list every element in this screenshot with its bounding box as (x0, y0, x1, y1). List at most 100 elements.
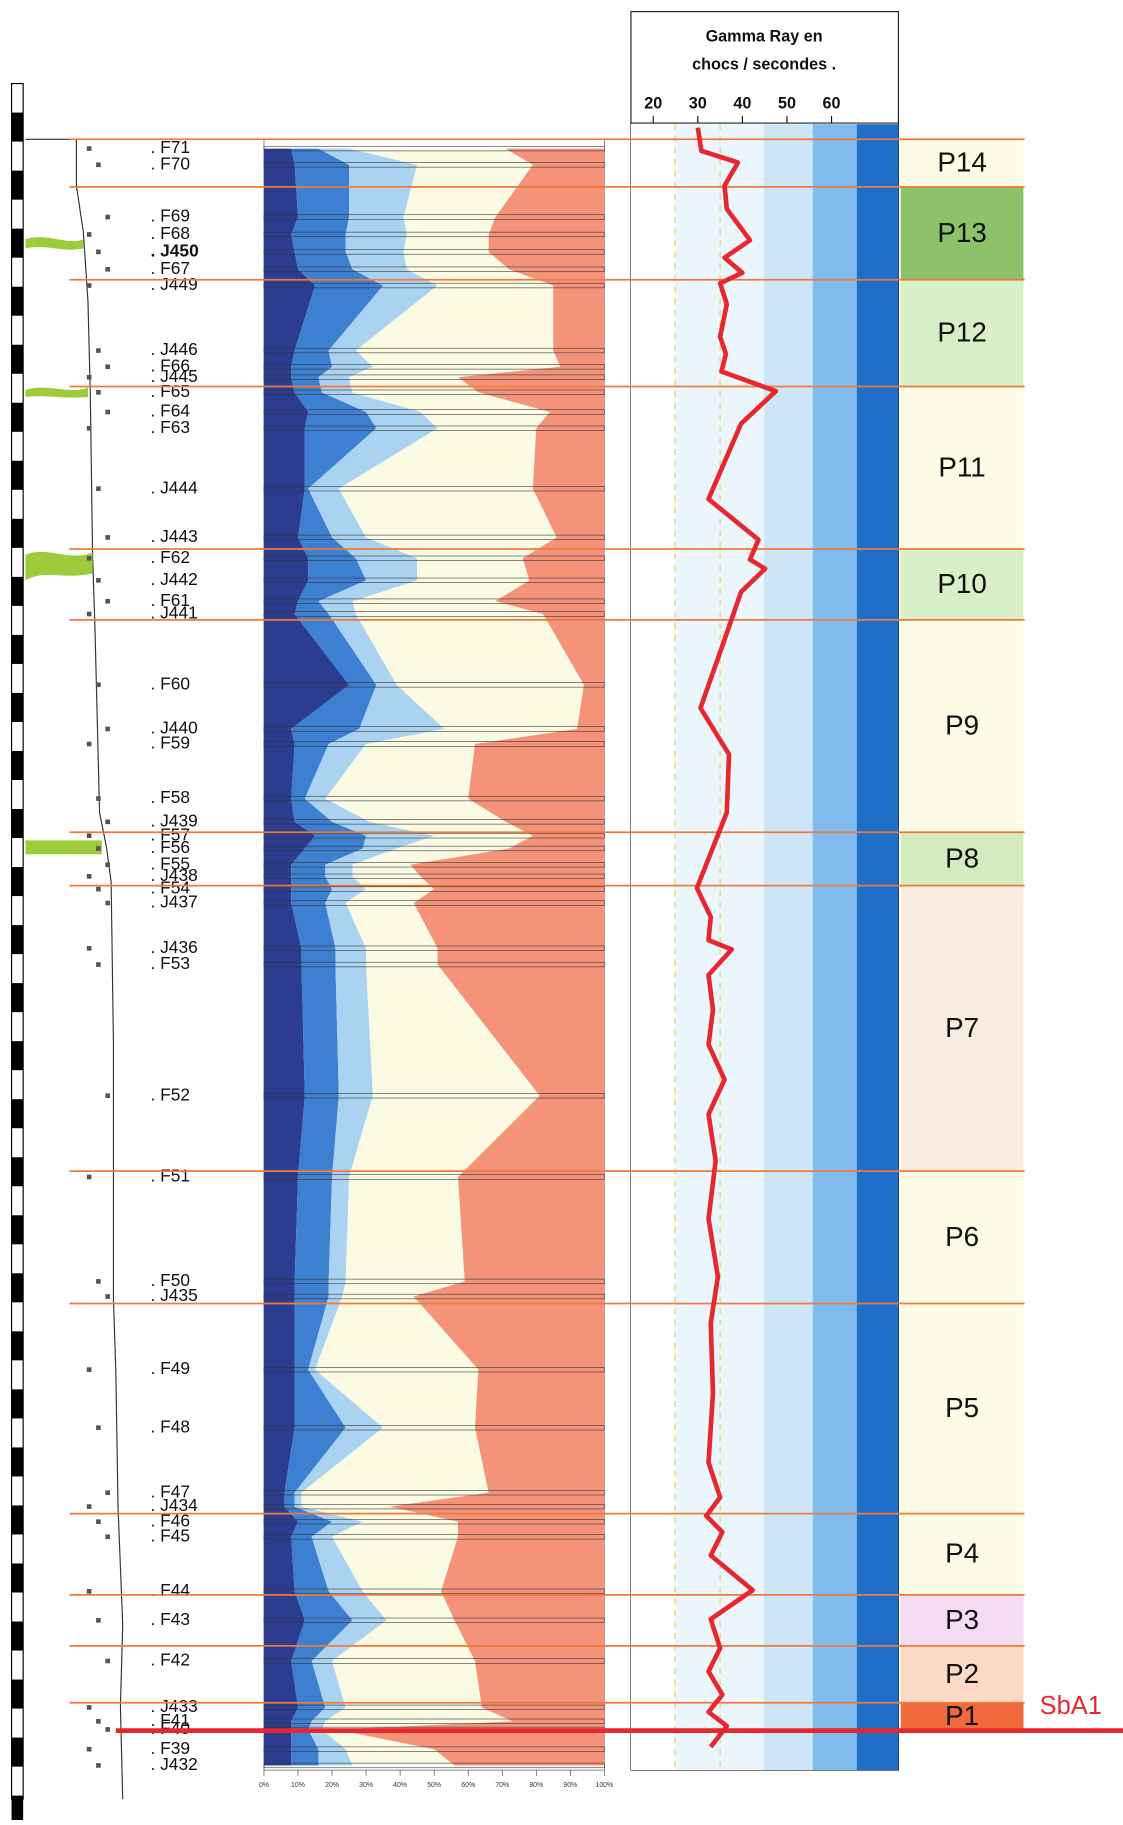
scale-segment (11, 344, 24, 374)
sample-label: . J442 (151, 569, 198, 589)
sample-label: . F59 (151, 733, 191, 753)
parasequence (900, 1303, 1024, 1514)
sample-bar (263, 819, 605, 825)
sample-label: . F67 (151, 258, 191, 278)
x-tick-label: 60% (461, 1782, 475, 1789)
composition-area (263, 148, 350, 1766)
sample-bar (263, 682, 605, 688)
sample-label: . F51 (151, 1166, 191, 1186)
lithology-profile (25, 138, 124, 1800)
sample-marker (86, 741, 92, 747)
sample-label: . F68 (151, 223, 191, 243)
sample-bar (263, 1519, 605, 1525)
sample-label: . F40 (151, 1718, 191, 1738)
x-tick-label: 10% (291, 1782, 305, 1789)
sample-marker (86, 283, 92, 288)
sample-marker (86, 1746, 92, 1752)
sample-bar (263, 425, 605, 431)
composition-area (335, 148, 605, 1766)
sample-label: . J439 (151, 810, 198, 830)
scale-segment (11, 1331, 24, 1361)
sample-marker (105, 900, 110, 906)
sample-marker (86, 1705, 92, 1710)
sample-label: . F43 (151, 1609, 191, 1629)
sample-marker (96, 962, 101, 967)
sample-marker (86, 1589, 92, 1594)
sample-bar (263, 900, 605, 906)
sample-label: . F65 (151, 381, 191, 401)
sample-marker (86, 833, 92, 839)
sample-bar (263, 833, 605, 839)
scale-segment (11, 1679, 24, 1709)
sample-label: . F70 (151, 153, 191, 173)
sample-bar (263, 862, 605, 868)
scale-segment (11, 867, 24, 897)
sample-bar (263, 347, 605, 354)
sample-marker (86, 1504, 92, 1509)
sample-label: . F62 (151, 547, 191, 567)
sample-marker (105, 1093, 110, 1099)
sample-bar (263, 1278, 605, 1285)
x-tick-label: 0% (259, 1782, 269, 1789)
sample-label: . F55 (151, 853, 191, 873)
sample-marker (96, 1425, 101, 1430)
sample-bar (263, 1718, 605, 1724)
sample-label: . F39 (151, 1738, 191, 1758)
sample-marker (105, 1490, 110, 1495)
parasequence-label: P8 (945, 842, 979, 873)
gamma-band (764, 124, 813, 1771)
sample-label: . F50 (151, 1270, 191, 1290)
lithology-bed (25, 551, 93, 581)
sample-label: . F57 (151, 824, 191, 844)
lithology-bed (25, 840, 102, 855)
sample-bar (263, 145, 605, 152)
parasequence-label: P5 (945, 1392, 979, 1423)
parasequence-label: P2 (945, 1658, 979, 1689)
sample-marker (96, 1618, 101, 1623)
sample-label: . F58 (151, 787, 191, 807)
sample-bar (263, 249, 605, 255)
sample-marker (86, 555, 92, 561)
sample-bar (263, 374, 605, 380)
composition-panel: 0% 10% 20% 30% 40% 50% 60% 70% 80% 90% 100% (259, 138, 613, 1789)
parasequence-label: P9 (945, 710, 979, 741)
scale-segment (11, 1157, 24, 1187)
sample-bar (263, 214, 605, 220)
sample-label: . J435 (151, 1285, 198, 1305)
sample-label: . J432 (151, 1754, 198, 1774)
parasequence (900, 832, 1024, 886)
scale-segment (11, 1621, 24, 1651)
scale-segment (11, 634, 24, 664)
gamma-tick-label: 50 (778, 95, 796, 113)
sample-bar (263, 364, 605, 370)
composition-area (284, 148, 384, 1766)
parasequence (900, 279, 1024, 387)
sample-label: . F45 (151, 1525, 191, 1545)
sequence-boundary-label: SbA1 (1040, 1692, 1102, 1720)
sample-marker (86, 425, 92, 431)
sample-bar (263, 1762, 605, 1769)
sample-marker (96, 390, 101, 395)
sample-bar (263, 795, 605, 802)
sample-label: . J446 (151, 339, 198, 359)
sample-bar (263, 1293, 605, 1300)
sample-bar (263, 1490, 605, 1496)
sample-marker (96, 1719, 101, 1724)
gamma-tick-label: 30 (689, 95, 707, 113)
sample-label: . F53 (151, 953, 191, 973)
sample-bar (263, 1174, 605, 1180)
sample-marker (105, 266, 110, 272)
scale-segment (11, 1099, 24, 1129)
sample-label: . F46 (151, 1510, 191, 1530)
x-tick-label: 20% (325, 1782, 339, 1789)
sample-marker (96, 348, 101, 353)
sample-label: . J433 (151, 1696, 198, 1716)
sample-bar (263, 1093, 605, 1099)
sample-label: . J443 (151, 526, 198, 546)
parasequence-label: P3 (945, 1604, 979, 1635)
gamma-band (856, 124, 899, 1771)
sample-marker (86, 374, 92, 380)
gamma-panel: Gamma Ray en chocs / secondes . 20 30 40 50 60 (630, 11, 899, 1771)
sample-bar (263, 598, 605, 604)
parasequence (900, 386, 1024, 550)
